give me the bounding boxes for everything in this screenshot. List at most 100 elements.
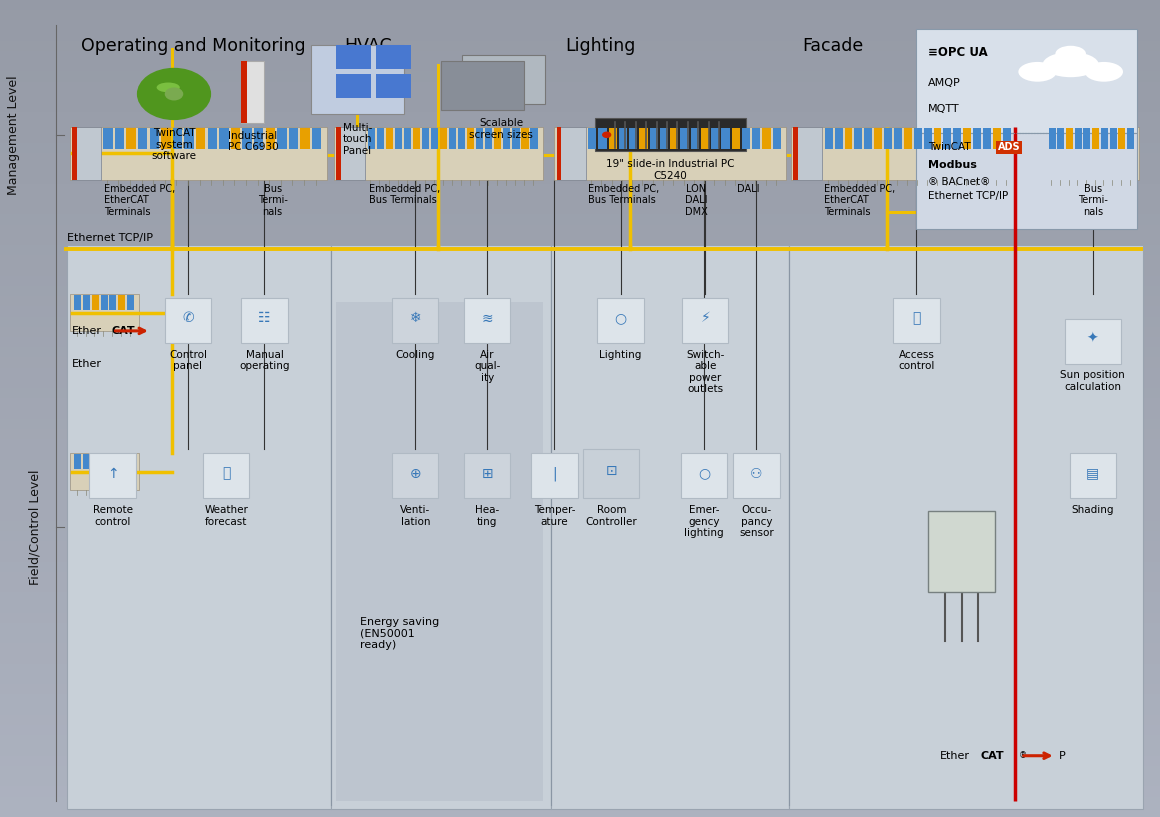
Bar [0, 4, 1160, 404]
Bar [0, 4, 1160, 188]
Bar [277, 127, 287, 149]
Bar [0, 562, 1160, 572]
Text: TwinCAT: TwinCAT [928, 142, 971, 153]
Bar [70, 127, 327, 180]
Text: Facade: Facade [803, 37, 864, 55]
Bar [0, 4, 1160, 380]
Bar [844, 127, 853, 149]
Bar [1128, 127, 1134, 149]
Bar [0, 551, 1160, 562]
Bar [0, 4, 1160, 625]
Bar [0, 644, 1160, 654]
Bar [0, 4, 1160, 507]
Bar [173, 127, 182, 149]
Bar [0, 4, 1160, 167]
Bar [0, 4, 1160, 8]
Bar [0, 4, 1160, 127]
Bar [0, 4, 1160, 466]
Bar [0, 4, 1160, 682]
Bar [0, 4, 1160, 458]
Bar [0, 4, 1160, 45]
Bar [0, 4, 1160, 143]
Bar [0, 4, 1160, 212]
Ellipse shape [157, 83, 180, 92]
Bar [0, 4, 1160, 229]
Bar [0, 4, 1160, 637]
Bar [0, 592, 1160, 603]
Bar [551, 245, 789, 809]
Bar [0, 4, 1160, 110]
Bar [0, 4, 1160, 670]
Bar [0, 4, 1160, 699]
Bar [0, 4, 1160, 20]
Bar [241, 61, 247, 123]
Bar [74, 295, 81, 310]
Bar [0, 797, 1160, 807]
Bar [0, 358, 1160, 368]
Bar [0, 4, 1160, 678]
Bar [0, 4, 1160, 257]
Text: Hea-
ting: Hea- ting [476, 505, 499, 526]
Bar [0, 286, 1160, 297]
Bar [0, 4, 1160, 421]
Text: ⛅: ⛅ [222, 467, 231, 480]
Bar [0, 4, 1160, 90]
Bar [150, 127, 159, 149]
Bar [84, 295, 90, 310]
Bar [0, 4, 1160, 531]
Text: AMQP: AMQP [928, 78, 960, 87]
Bar [0, 756, 1160, 766]
Bar [0, 337, 1160, 347]
Bar [0, 4, 1160, 547]
Bar [0, 4, 1160, 731]
Bar [894, 127, 902, 149]
Bar [0, 4, 1160, 327]
Bar [441, 61, 524, 110]
Bar [0, 4, 1160, 310]
Bar [203, 453, 249, 498]
Bar [0, 4, 1160, 666]
Bar [70, 453, 139, 490]
Bar [0, 418, 1160, 429]
Bar [0, 4, 1160, 703]
Bar [161, 127, 171, 149]
Ellipse shape [1056, 46, 1086, 62]
Bar [334, 127, 543, 180]
Text: DALI: DALI [737, 184, 760, 194]
Bar [983, 127, 991, 149]
Text: ®: ® [1018, 751, 1027, 761]
Bar [0, 4, 1160, 323]
Bar [0, 92, 1160, 102]
Bar [503, 127, 510, 149]
Text: Embedded PC,
EtherCAT
Terminals: Embedded PC, EtherCAT Terminals [824, 184, 894, 217]
Bar [0, 4, 1160, 82]
Bar [954, 127, 962, 149]
Bar [0, 4, 1160, 147]
Bar [0, 4, 1160, 69]
Bar [1065, 319, 1121, 364]
Text: ≋: ≋ [481, 311, 493, 325]
Bar [432, 127, 438, 149]
Text: Modbus: Modbus [928, 160, 977, 171]
Bar [855, 127, 862, 149]
Bar [0, 4, 1160, 364]
Bar [219, 127, 229, 149]
Bar [0, 4, 1160, 376]
Bar [0, 4, 1160, 392]
Bar [0, 306, 1160, 317]
Bar [394, 127, 403, 149]
Ellipse shape [1085, 62, 1123, 82]
Bar [762, 127, 770, 149]
Bar [0, 449, 1160, 459]
Bar [619, 127, 628, 149]
Bar [0, 4, 1160, 65]
Text: Management Level: Management Level [7, 75, 21, 194]
Bar [392, 453, 438, 498]
Bar [0, 582, 1160, 592]
Bar [825, 127, 833, 149]
Bar [0, 0, 1160, 11]
Text: Shading: Shading [1072, 505, 1114, 515]
Bar [266, 127, 275, 149]
Bar [0, 4, 1160, 176]
Text: Cooling: Cooling [396, 350, 435, 359]
